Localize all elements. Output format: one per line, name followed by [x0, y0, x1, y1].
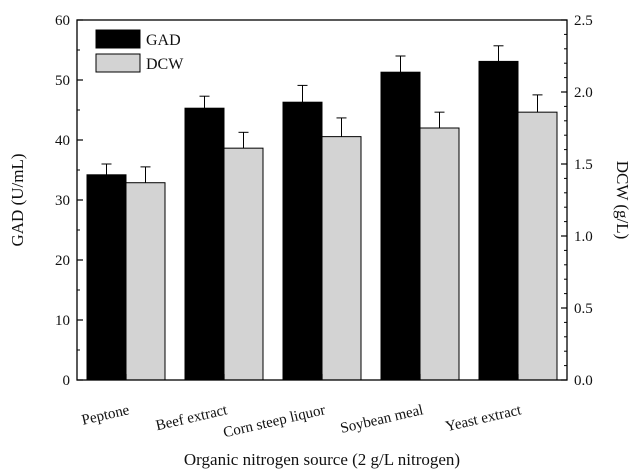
x-category-label: Yeast extract: [444, 402, 524, 435]
x-category-label: Beef extract: [154, 402, 229, 434]
bar-dcw: [419, 127, 460, 381]
left-tick-label: 40: [55, 133, 70, 149]
left-tick-label: 60: [55, 13, 70, 29]
left-axis-ticks: 0 10 20 30 40 50 60: [55, 13, 83, 389]
left-tick-label: 30: [55, 193, 70, 209]
left-tick-label: 10: [55, 313, 70, 329]
right-tick-label: 1.5: [574, 157, 593, 173]
legend-swatch-dcw: [95, 53, 141, 73]
legend: GAD DCW: [95, 29, 184, 73]
bar-gad: [380, 71, 421, 381]
right-tick-label: 2.0: [574, 85, 593, 101]
right-tick-label: 2.5: [574, 13, 593, 29]
bar-dcw: [321, 136, 362, 381]
right-tick-label: 1.0: [574, 229, 593, 245]
right-y-axis-title: DCW (g/L): [613, 161, 631, 240]
left-tick-label: 50: [55, 73, 70, 89]
bar-gad: [282, 101, 323, 381]
legend-swatch-gad: [95, 29, 141, 49]
left-tick-label: 20: [55, 253, 70, 269]
bar-dcw: [517, 111, 558, 381]
bar-gad: [478, 60, 519, 381]
x-axis-title: Organic nitrogen source (2 g/L nitrogen): [184, 450, 460, 469]
legend-label-gad: GAD: [146, 32, 181, 49]
right-tick-label: 0.0: [574, 373, 593, 389]
x-category-label: Soybean meal: [339, 402, 425, 437]
legend-label-dcw: DCW: [146, 56, 184, 73]
right-tick-label: 0.5: [574, 301, 593, 317]
bar-gad: [86, 174, 127, 381]
left-tick-label: 0: [63, 373, 71, 389]
error-bars-layer: [101, 45, 543, 183]
bar-dcw: [223, 147, 264, 381]
x-category-label: Corn steep liquor: [222, 402, 327, 441]
left-y-axis-title: GAD (U/mL): [8, 153, 27, 246]
x-category-label: Peptone: [80, 402, 131, 429]
bar-gad: [184, 107, 225, 381]
right-axis-ticks: 0.0 0.5 1.0 1.5 2.0 2.5: [561, 13, 593, 389]
bar-dcw: [125, 182, 166, 381]
bars-layer: [86, 60, 558, 381]
